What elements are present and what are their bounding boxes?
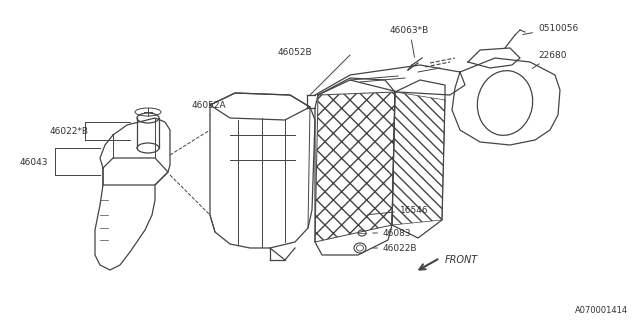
Text: 46063*B: 46063*B (390, 26, 429, 57)
Text: 46052A: 46052A (192, 100, 227, 115)
Polygon shape (315, 92, 395, 242)
Text: 0510056: 0510056 (523, 23, 579, 35)
Text: FRONT: FRONT (445, 255, 478, 265)
Text: 46043: 46043 (20, 157, 49, 166)
Text: A070001414: A070001414 (575, 306, 628, 315)
Text: 46083: 46083 (372, 228, 412, 237)
Polygon shape (392, 92, 445, 225)
Text: 46022B: 46022B (372, 244, 417, 252)
Text: 22680: 22680 (532, 51, 566, 68)
Text: 46022*B: 46022*B (50, 126, 89, 135)
Text: 46052B: 46052B (277, 47, 312, 57)
Text: 16546: 16546 (368, 205, 429, 215)
